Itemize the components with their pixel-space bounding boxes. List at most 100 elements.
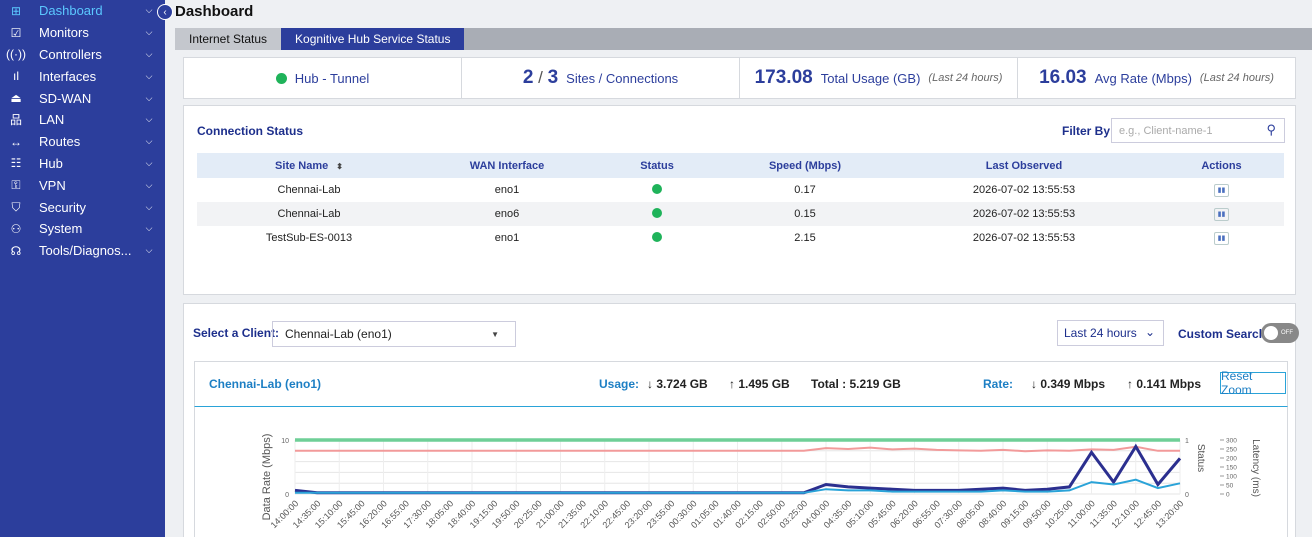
client-select[interactable]: Chennai-Lab (eno1) ▼ bbox=[272, 321, 516, 347]
chevron-down-icon[interactable]: ⌵ bbox=[145, 114, 153, 125]
sidebar-item-monitors[interactable]: ☑ Monitors ⌵ bbox=[0, 22, 165, 44]
sidebar-item-label: Interfaces bbox=[39, 68, 97, 84]
hub-label: Hub - Tunnel bbox=[294, 70, 370, 86]
status-dot-icon bbox=[652, 183, 662, 194]
chevron-down-icon[interactable]: ⌵ bbox=[145, 48, 153, 59]
latency-tick-label: 50 bbox=[1226, 483, 1234, 490]
series-line bbox=[295, 445, 1180, 453]
chevron-down-icon[interactable]: ⌵ bbox=[145, 27, 153, 38]
sidebar-item-routes[interactable]: ↔ Routes ⌵ bbox=[0, 131, 165, 153]
status-dot-icon bbox=[275, 72, 287, 84]
rate-down: ↓ 0.349 Mbps bbox=[1031, 377, 1106, 391]
chevron-down-icon[interactable]: ⌵ bbox=[145, 179, 153, 190]
table-row: TestSub-ES-0013 eno1 2.15 2026-07-02 13:55:… bbox=[197, 226, 1284, 250]
caret-down-icon: ▼ bbox=[491, 330, 499, 339]
antenna-icon: ((·)) bbox=[6, 47, 26, 62]
sidebar-item-label: Hub bbox=[39, 155, 63, 171]
sidebar-item-interfaces[interactable]: ıl Interfaces ⌵ bbox=[0, 65, 165, 87]
filter-box: ⚲ bbox=[1111, 118, 1285, 143]
dashboard-icon: ⊞ bbox=[10, 3, 22, 18]
bar-chart-icon: ıl bbox=[13, 69, 19, 84]
status-axis-label: Status bbox=[1195, 444, 1206, 472]
sidebar-item-security[interactable]: ⛉ Security ⌵ bbox=[0, 196, 165, 218]
search-icon[interactable]: ⚲ bbox=[1266, 122, 1276, 137]
sort-icon[interactable]: ⬍ bbox=[336, 161, 343, 171]
speed-cell: 0.17 bbox=[794, 184, 816, 196]
last-observed-cell: 2026-07-02 13:55:53 bbox=[972, 184, 1076, 196]
router-icon: ⏏ bbox=[10, 91, 22, 106]
key-icon: ⚿ bbox=[11, 177, 21, 192]
site-name-cell: Chennai-Lab bbox=[197, 202, 421, 226]
connection-table: Site Name ⬍ WAN Interface Status Speed (M… bbox=[197, 153, 1284, 250]
network-tree-icon: 品 bbox=[9, 113, 22, 128]
chevron-down-icon[interactable]: ⌵ bbox=[145, 157, 153, 168]
usage-label: Usage: bbox=[599, 377, 640, 391]
chevron-down-icon: ⌄ bbox=[1144, 325, 1155, 339]
latency-tick-label: 250 bbox=[1226, 447, 1237, 454]
sites-label: Sites / Connections bbox=[566, 70, 679, 86]
y-axis-label: Data Rate (Mbps) bbox=[261, 434, 273, 521]
time-range-select[interactable]: Last 24 hours ⌄ bbox=[1057, 320, 1164, 346]
sidebar-item-sd-wan[interactable]: ⏏ SD-WAN ⌵ bbox=[0, 87, 165, 109]
wan-interface-cell: eno1 bbox=[494, 184, 520, 196]
usage-up: ↑ 1.495 GB bbox=[729, 377, 790, 391]
chart-action-icon[interactable]: ▮▮ bbox=[1214, 207, 1229, 221]
sidebar-item-dashboard[interactable]: ⊞ Dashboard ⌵ bbox=[0, 0, 165, 22]
collapse-sidebar-icon[interactable]: ‹ bbox=[157, 4, 173, 20]
users-icon: ⚇ bbox=[10, 221, 22, 236]
route-icon: ↔ bbox=[10, 134, 22, 149]
toggle-state: OFF bbox=[1281, 330, 1293, 336]
status-dot-icon bbox=[652, 207, 662, 218]
chevron-down-icon[interactable]: ⌵ bbox=[145, 201, 153, 212]
tab-hub-service-status[interactable]: Kognitive Hub Service Status bbox=[281, 28, 465, 50]
custom-search-label: Custom Search bbox=[1178, 327, 1267, 341]
sites-total: 3 bbox=[547, 67, 559, 88]
sidebar-item-controllers[interactable]: ((·)) Controllers ⌵ bbox=[0, 44, 165, 66]
sidebar-item-tools-diagnos[interactable]: ☊ Tools/Diagnos... ⌵ bbox=[0, 240, 165, 262]
chevron-down-icon[interactable]: ⌵ bbox=[145, 5, 153, 16]
sidebar-item-hub[interactable]: ☷ Hub ⌵ bbox=[0, 153, 165, 175]
sidebar-item-system[interactable]: ⚇ System ⌵ bbox=[0, 218, 165, 240]
actions-cell: ▮▮ bbox=[1159, 178, 1284, 202]
y-tick-label: 10 bbox=[281, 438, 289, 445]
latency-tick-label: 200 bbox=[1226, 456, 1237, 463]
chart-action-icon[interactable]: ▮▮ bbox=[1214, 183, 1229, 197]
summary-bar: Hub - Tunnel 2 / 3 Sites / Connections 1… bbox=[183, 57, 1296, 99]
chevron-down-icon[interactable]: ⌵ bbox=[145, 245, 153, 256]
sites-cell: 2 / 3 Sites / Connections bbox=[462, 58, 740, 98]
chart-area: Data Rate (Mbps) 10 0 1 0 Status 300 250 200 150 1… bbox=[194, 407, 1288, 537]
sidebar: ⊞ Dashboard ⌵ ☑ Monitors ⌵ ((·)) Controllers ⌵ ıl… bbox=[0, 0, 165, 537]
sites-sep: / bbox=[538, 68, 543, 87]
sidebar-item-label: VPN bbox=[39, 177, 66, 193]
page-title: Dashboard bbox=[175, 3, 254, 20]
filter-label: Filter By bbox=[1062, 124, 1111, 138]
sidebar-item-vpn[interactable]: ⚿ VPN ⌵ bbox=[0, 174, 165, 196]
latency-axis-label: Latency (ms) bbox=[1250, 439, 1261, 497]
actions-cell: ▮▮ bbox=[1159, 202, 1284, 226]
sidebar-item-lan[interactable]: 品 LAN ⌵ bbox=[0, 109, 165, 131]
chevron-down-icon[interactable]: ⌵ bbox=[145, 92, 153, 103]
col-site-name[interactable]: Site Name ⬍ bbox=[197, 153, 421, 178]
speed-cell: 2.15 bbox=[794, 232, 816, 244]
chevron-down-icon[interactable]: ⌵ bbox=[145, 70, 153, 81]
headset-icon: ☊ bbox=[10, 243, 22, 258]
rate-chart: Data Rate (Mbps) 10010Status3002502001501… bbox=[261, 434, 1261, 531]
chart-action-icon[interactable]: ▮▮ bbox=[1214, 231, 1229, 245]
chart-client-name: Chennai-Lab (eno1) bbox=[209, 377, 322, 391]
sites-count: 2 bbox=[522, 67, 534, 88]
status-tick-label: 1 bbox=[1185, 438, 1189, 445]
filter-input[interactable] bbox=[1112, 124, 1257, 137]
connection-status-title: Connection Status bbox=[197, 124, 304, 138]
status-tick-label: 0 bbox=[1185, 492, 1189, 499]
usage-label: Total Usage (GB) bbox=[820, 70, 921, 86]
last-observed-cell: 2026-07-02 13:55:53 bbox=[972, 232, 1076, 244]
series-line bbox=[295, 478, 1181, 494]
tab-bar: Internet Status Kognitive Hub Service St… bbox=[175, 28, 1312, 50]
reset-zoom-button[interactable]: Reset Zoom bbox=[1220, 369, 1286, 397]
chevron-down-icon[interactable]: ⌵ bbox=[145, 223, 153, 234]
custom-search-toggle[interactable]: OFF bbox=[1261, 323, 1299, 343]
rate-label: Rate: bbox=[983, 377, 1014, 391]
chevron-down-icon[interactable]: ⌵ bbox=[145, 136, 153, 147]
tab-internet-status[interactable]: Internet Status bbox=[175, 28, 282, 50]
connection-status-panel: Connection Status Filter By ⚲ Site Name⬍… bbox=[183, 105, 1296, 295]
